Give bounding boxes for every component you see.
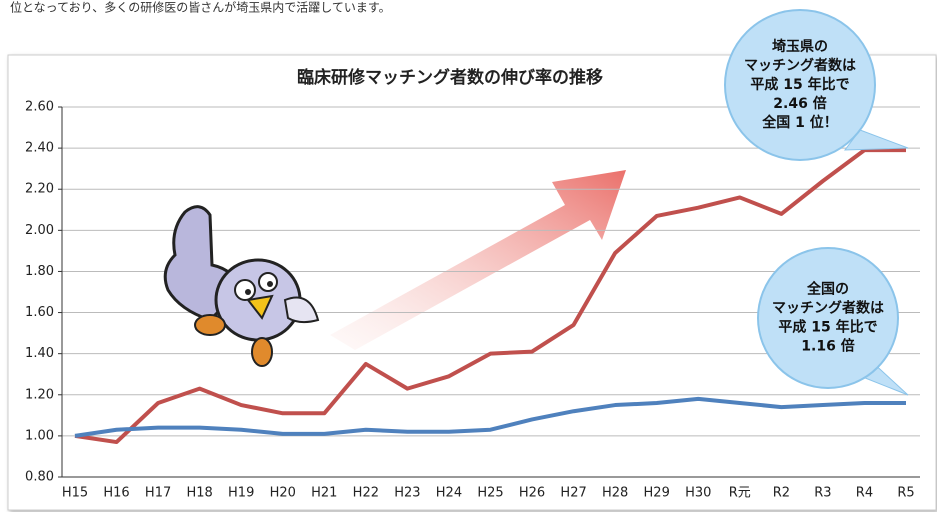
- x-tick-label: H24: [436, 486, 462, 501]
- callout-text: 2.46 倍: [773, 95, 826, 112]
- callout-text: 平成 15 年比で: [750, 76, 849, 93]
- chart-title: 臨床研修マッチング者数の伸び率の推移: [297, 67, 603, 88]
- x-tick-label: H21: [311, 486, 337, 501]
- y-tick-label: 1.20: [25, 387, 54, 402]
- y-tick-label: 1.00: [25, 428, 54, 443]
- x-tick-label: H16: [103, 486, 129, 501]
- x-tick-label: H20: [270, 486, 296, 501]
- x-tick-label: H23: [394, 486, 420, 501]
- x-tick-label: H29: [644, 486, 670, 501]
- x-tick-label: R5: [897, 486, 914, 501]
- x-tick-label: H15: [62, 486, 88, 501]
- x-tick-label: R3: [814, 486, 831, 501]
- x-tick-label: H25: [477, 486, 503, 501]
- intro-text: 位となっており、多くの研修医の皆さんが埼玉県内で活躍しています。: [10, 0, 391, 15]
- x-tick-label: H18: [186, 486, 212, 501]
- callout-text: マッチング者数は: [772, 300, 884, 317]
- y-tick-label: 0.80: [25, 470, 54, 485]
- callout-text: 1.16 倍: [801, 338, 854, 355]
- callout-text: 全国の: [806, 281, 849, 298]
- y-tick-label: 2.00: [25, 223, 54, 238]
- callout-text: マッチング者数は: [744, 57, 856, 74]
- x-tick-label: H30: [685, 486, 711, 501]
- y-tick-label: 1.40: [25, 346, 54, 361]
- x-tick-label: R元: [729, 486, 751, 501]
- page: 位となっており、多くの研修医の皆さんが埼玉県内で活躍しています。 臨床研修マッチ…: [0, 0, 937, 512]
- callout-text: 平成 15 年比で: [778, 319, 877, 336]
- y-tick-label: 1.80: [25, 264, 54, 279]
- x-tick-label: H26: [519, 486, 545, 501]
- x-tick-label: R2: [773, 486, 790, 501]
- y-tick-label: 2.40: [25, 141, 54, 156]
- x-tick-label: H19: [228, 486, 254, 501]
- chart: 位となっており、多くの研修医の皆さんが埼玉県内で活躍しています。 臨床研修マッチ…: [0, 0, 937, 512]
- x-tick-label: H27: [560, 486, 586, 501]
- callout-text: 全国 1 位！: [761, 114, 838, 131]
- callout-text: 埼玉県の: [772, 38, 828, 55]
- y-tick-label: 2.20: [25, 182, 54, 197]
- x-tick-label: H17: [145, 486, 171, 501]
- y-tick-label: 1.60: [25, 305, 54, 320]
- x-tick-label: H22: [353, 486, 379, 501]
- x-tick-label: R4: [856, 486, 873, 501]
- x-tick-label: H28: [602, 486, 628, 501]
- y-tick-label: 2.60: [25, 100, 54, 115]
